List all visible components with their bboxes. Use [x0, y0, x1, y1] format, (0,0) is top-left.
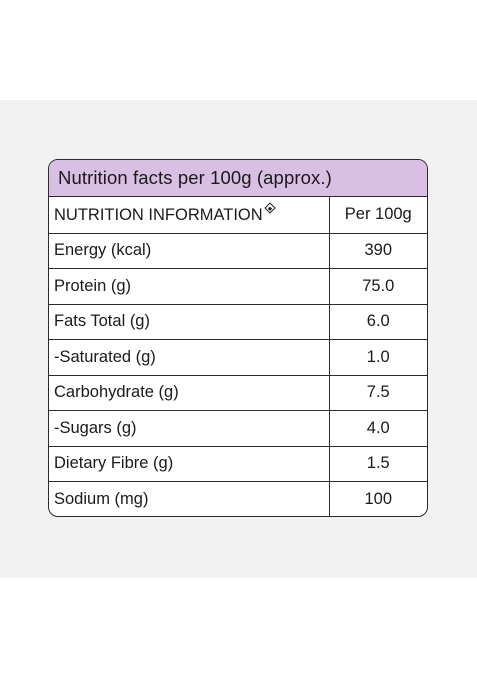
row-value: 1.0: [329, 339, 427, 376]
row-label: -Sugars (g): [49, 410, 330, 447]
nutrition-table: NUTRITION INFORMATION Per 100g Energy (k…: [49, 197, 427, 516]
nutrition-panel: Nutrition facts per 100g (approx.) NUTRI…: [48, 159, 428, 517]
table-row: -Sugars (g) 4.0: [49, 410, 427, 447]
table-row: Protein (g) 75.0: [49, 268, 427, 305]
header-value: Per 100g: [329, 197, 427, 234]
row-label: Energy (kcal): [49, 233, 330, 269]
table-row: Sodium (mg) 100: [49, 481, 427, 516]
row-value: 75.0: [329, 268, 427, 305]
row-value: 1.5: [329, 446, 427, 482]
table-header-row: NUTRITION INFORMATION Per 100g: [49, 197, 427, 234]
row-value: 7.5: [329, 375, 427, 411]
header-label: NUTRITION INFORMATION: [54, 206, 263, 225]
row-label: Protein (g): [49, 268, 330, 305]
table-row: Dietary Fibre (g) 1.5: [49, 446, 427, 482]
row-value: 100: [364, 490, 393, 508]
table-row: Energy (kcal) 390: [49, 233, 427, 269]
panel-title: Nutrition facts per 100g (approx.): [49, 160, 427, 197]
row-value: 4.0: [329, 410, 427, 447]
diamond-icon: [264, 202, 276, 214]
row-label: Fats Total (g): [49, 304, 330, 340]
row-value: 6.0: [329, 304, 427, 340]
row-label: Sodium (mg): [49, 481, 330, 516]
row-label: Dietary Fibre (g): [49, 446, 330, 482]
row-label: -Saturated (g): [49, 339, 330, 376]
table-row: -Saturated (g) 1.0: [49, 339, 427, 376]
row-label: Carbohydrate (g): [49, 375, 330, 411]
table-row: Fats Total (g) 6.0: [49, 304, 427, 340]
row-value: 390: [329, 233, 427, 269]
table-row: Carbohydrate (g) 7.5: [49, 375, 427, 411]
header-label-cell: NUTRITION INFORMATION: [49, 197, 330, 234]
